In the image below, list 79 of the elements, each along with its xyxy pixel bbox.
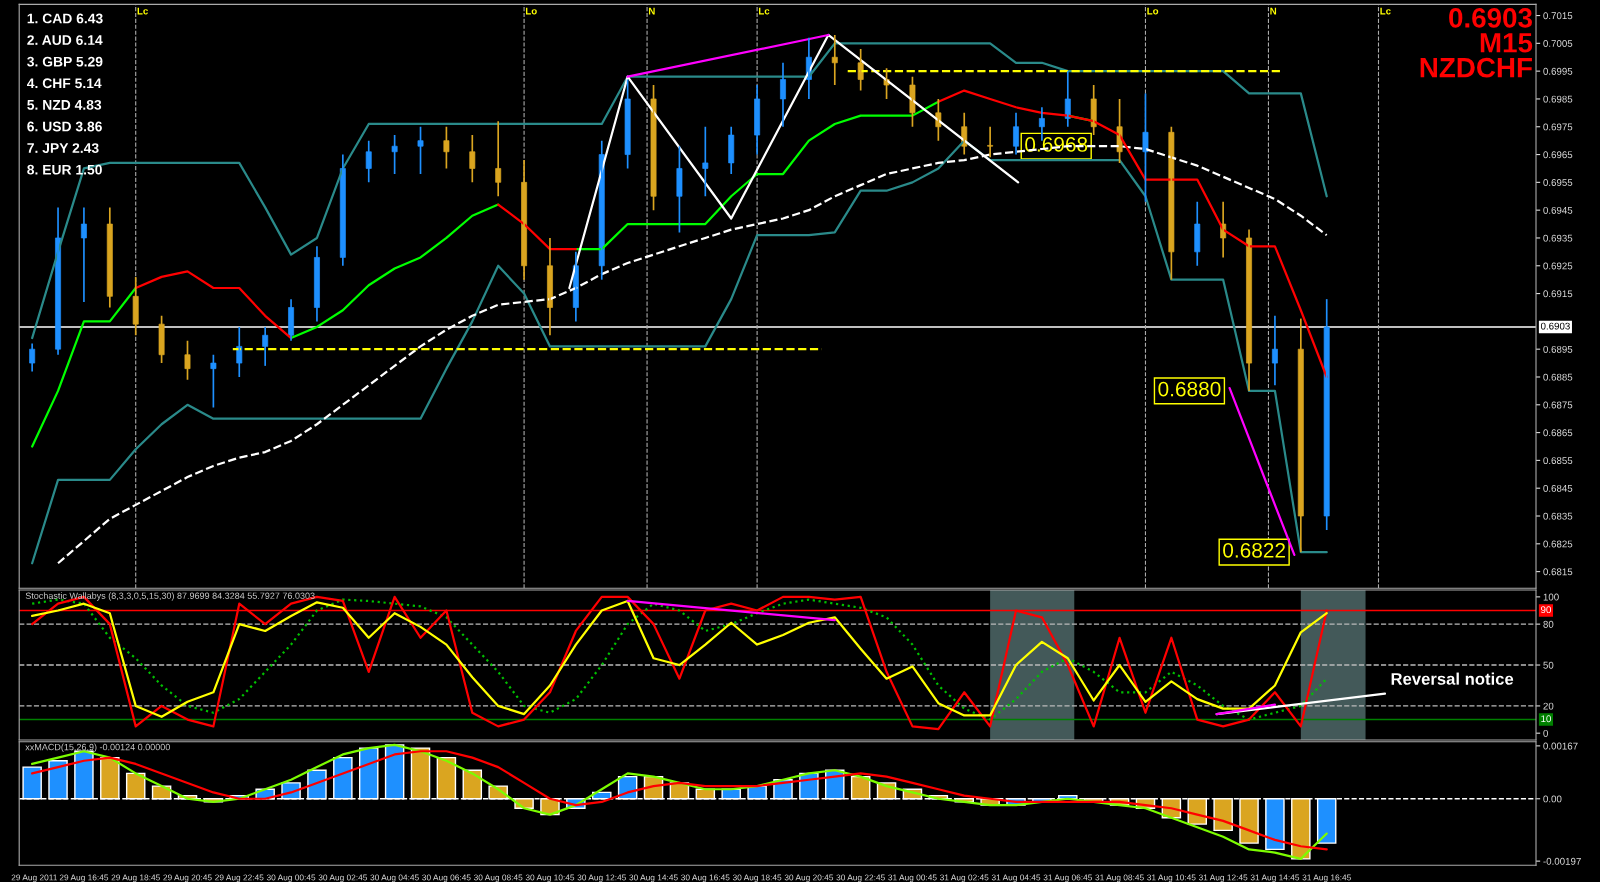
x-tick-label: 31 Aug 08:45 <box>1095 874 1144 882</box>
ref-line-label: Lc <box>759 7 770 15</box>
annotation: 2. AUD 6.14 <box>27 35 103 45</box>
x-tick-label: 31 Aug 12:45 <box>1198 874 1248 882</box>
x-tick-label: 29 Aug 2011 <box>11 874 57 882</box>
x-tick-label: 29 Aug 16:45 <box>59 874 109 882</box>
x-tick-label: 31 Aug 16:45 <box>1302 874 1351 882</box>
x-tick-label: 31 Aug 00:45 <box>888 874 937 882</box>
annotation: 8. EUR 1.50 <box>27 164 102 175</box>
y-tick-label: 0.6885 <box>1543 373 1573 381</box>
x-tick-label: 30 Aug 02:45 <box>318 874 368 882</box>
text: 0.6903 M15 NZDCHF <box>1420 8 1533 78</box>
y-tick-label: 100 <box>1543 593 1559 601</box>
x-tick-label: 29 Aug 18:45 <box>111 874 160 882</box>
x-tick-label: 30 Aug 20:45 <box>784 874 834 882</box>
x-tick-label: 30 Aug 18:45 <box>732 874 782 882</box>
annotation: 0.6968 <box>1025 137 1088 152</box>
y-tick-label: 0.6995 <box>1543 67 1573 75</box>
x-tick-label: 29 Aug 20:45 <box>163 874 212 882</box>
y-tick-label: 20 <box>1543 702 1554 710</box>
y-tick-label: 0.6965 <box>1543 151 1573 159</box>
ref-line-label: 10 <box>1541 715 1551 723</box>
y-tick-label: 0.6915 <box>1543 290 1573 298</box>
x-tick-label: 30 Aug 16:45 <box>681 874 730 882</box>
x-tick-label: 31 Aug 04:45 <box>991 874 1041 882</box>
x-tick-label: 30 Aug 14:45 <box>629 874 678 882</box>
y-tick-label: 0.7005 <box>1543 40 1573 47</box>
y-tick-label: 0.6935 <box>1543 234 1573 242</box>
x-tick-label: 30 Aug 10:45 <box>525 874 575 882</box>
y-tick-label: 80 <box>1543 620 1554 628</box>
y-tick-label: 0.6975 <box>1543 123 1573 131</box>
x-tick-label: 30 Aug 06:45 <box>422 874 471 882</box>
y-tick-label: -0.00197 <box>1543 857 1581 865</box>
x-tick-label: 29 Aug 22:45 <box>215 874 264 882</box>
y-tick-label: 0.6925 <box>1543 262 1573 270</box>
annotation: 0.6880 <box>1158 381 1221 397</box>
ref-line-label: N <box>1270 7 1277 15</box>
x-tick-label: 31 Aug 06:45 <box>1043 874 1093 882</box>
y-tick-label: 0.00 <box>1543 795 1562 803</box>
ref-line-label: 90 <box>1541 606 1551 614</box>
y-tick-label: 0.7015 <box>1543 12 1573 20</box>
x-tick-label: 31 Aug 10:45 <box>1147 874 1196 882</box>
ref-line-label: Lc <box>1380 7 1391 15</box>
chart-title: Stochastic Wallabys (8,3,3,0,5,15,30) 87.9699 84.3284 55.7927 76.0303 <box>25 592 315 601</box>
y-tick-label: 0.6825 <box>1543 540 1573 548</box>
y-tick-label: 50 <box>1543 661 1554 669</box>
ref-line-label: Lo <box>525 7 537 15</box>
annotation: Reversal notice <box>1391 672 1514 685</box>
x-tick-label: 30 Aug 08:45 <box>473 874 523 882</box>
y-tick-label: 0.6845 <box>1543 484 1573 492</box>
annotation: 7. JPY 2.43 <box>27 143 99 154</box>
chart-title: xxMACD(15,26,9) -0.00124 0.00000 <box>25 743 170 753</box>
y-tick-label: 0 <box>1543 729 1548 737</box>
ref-line-label: Lo <box>1147 7 1159 15</box>
x-tick-label: 30 Aug 00:45 <box>266 874 316 882</box>
ref-line-label: Lc <box>137 7 149 15</box>
x-tick-label: 30 Aug 12:45 <box>577 874 626 882</box>
annotation: 3. GBP 5.29 <box>27 56 103 67</box>
y-tick-label: 0.6895 <box>1543 345 1573 353</box>
x-tick-label: 30 Aug 22:45 <box>836 874 885 882</box>
y-tick-label: 0.6955 <box>1543 179 1573 186</box>
y-tick-label: 0.6875 <box>1543 401 1573 409</box>
annotation: 1. CAD 6.43 <box>27 13 103 24</box>
annotation: 6. USD 3.86 <box>27 121 102 132</box>
y-tick-label: 0.6855 <box>1543 457 1573 465</box>
y-tick-label: 0.6815 <box>1543 568 1573 576</box>
annotation: 4. CHF 5.14 <box>26 78 102 89</box>
annotation: 5. NZD 4.83 <box>27 99 102 110</box>
y-tick-label: 0.6945 <box>1543 206 1573 214</box>
y-tick-label: 0.6835 <box>1543 512 1573 520</box>
x-tick-label: 30 Aug 04:45 <box>370 874 419 882</box>
y-tick-label: 0.6985 <box>1543 95 1573 103</box>
x-tick-label: 31 Aug 14:45 <box>1250 874 1300 882</box>
y-tick-label: 0.6865 <box>1543 429 1573 437</box>
ref-line-label: 0.6903 <box>1540 322 1570 330</box>
y-tick-label: 0.00167 <box>1543 742 1578 750</box>
x-tick-label: 31 Aug 02:45 <box>939 874 989 882</box>
annotation: 0.6822 <box>1223 542 1285 558</box>
ref-line-label: N <box>648 7 655 15</box>
